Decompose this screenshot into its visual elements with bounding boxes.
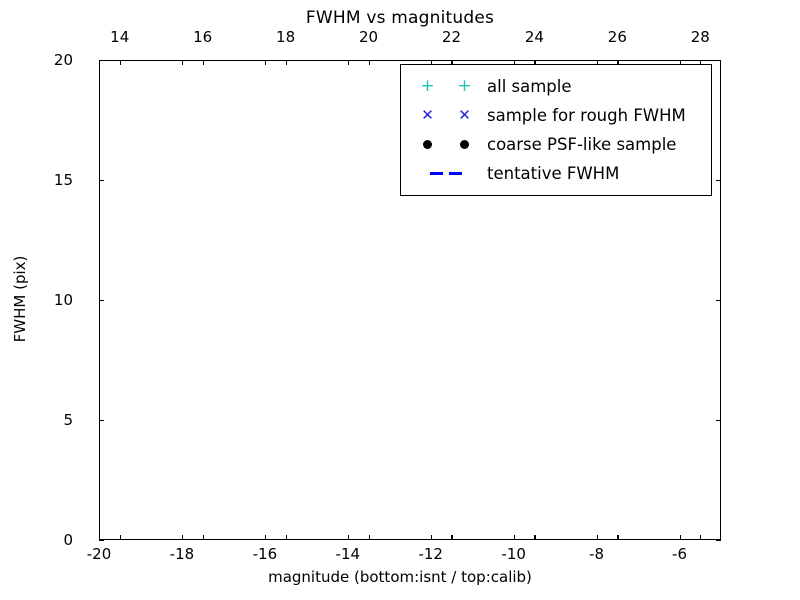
- axis-tick: [617, 60, 619, 65]
- x-tick-label-top: 22: [441, 28, 461, 46]
- legend-label-all-sample: all sample: [487, 77, 572, 96]
- x-tick-label-bottom: -12: [418, 545, 443, 563]
- axis-tick: [347, 535, 349, 540]
- axis-tick: [679, 60, 681, 65]
- legend-label-psf-like: coarse PSF-like sample: [487, 135, 677, 154]
- axis-tick: [716, 540, 721, 542]
- axis-tick: [513, 60, 515, 65]
- axis-tick: [285, 60, 287, 65]
- axis-tick: [99, 180, 104, 182]
- y-tick-label: 15: [53, 171, 73, 189]
- axis-tick: [347, 60, 349, 65]
- axis-tick: [716, 180, 721, 182]
- x-axis-label: magnitude (bottom:isnt / top:calib): [268, 568, 532, 586]
- axis-tick: [430, 60, 432, 65]
- legend-entry-rough-fwhm: ✕ ✕ sample for rough FWHM: [409, 101, 699, 130]
- axis-tick: [181, 60, 184, 65]
- y-tick-label: 0: [63, 531, 73, 549]
- x-tick-label-top: 28: [690, 28, 710, 46]
- x-tick-label-bottom: -16: [252, 545, 278, 563]
- legend-marker-plus-icon: + +: [420, 76, 472, 96]
- axis-tick: [716, 300, 721, 302]
- axis-tick: [534, 60, 536, 65]
- axis-tick: [99, 60, 101, 65]
- legend-label-tentative-fwhm: tentative FWHM: [487, 164, 620, 183]
- x-tick-label-top: 18: [276, 28, 296, 46]
- axis-tick: [534, 535, 536, 540]
- axis-tick: [700, 535, 702, 540]
- axis-tick: [451, 535, 453, 540]
- axis-tick: [368, 535, 370, 540]
- axis-tick: [451, 60, 453, 65]
- legend-label-rough-fwhm: sample for rough FWHM: [487, 106, 686, 125]
- axis-tick: [99, 540, 104, 542]
- axis-tick: [716, 420, 721, 422]
- axis-tick: [202, 60, 204, 65]
- x-tick-label-bottom: -20: [86, 545, 112, 563]
- axis-tick: [617, 535, 619, 540]
- x-tick-label-top: 16: [193, 28, 213, 46]
- axis-tick: [181, 535, 184, 540]
- legend-marker-dashed-line-icon: [409, 172, 483, 175]
- chart-legend: + + all sample ✕ ✕ sample for rough FWHM c…: [400, 64, 712, 196]
- x-tick-label-top: 24: [524, 28, 544, 46]
- legend-marker-cross-icon: ✕ ✕: [421, 106, 471, 124]
- y-tick-label: 20: [53, 51, 73, 69]
- axis-tick: [119, 535, 121, 540]
- legend-entry-all-sample: + + all sample: [409, 72, 699, 101]
- x-tick-label-bottom: -14: [335, 545, 361, 563]
- axis-tick: [285, 535, 287, 540]
- axis-tick: [99, 420, 104, 422]
- legend-entry-tentative-fwhm: tentative FWHM: [409, 159, 699, 188]
- axis-tick: [264, 60, 267, 65]
- legend-marker-dot-icon: [409, 140, 483, 149]
- axis-tick: [430, 535, 432, 540]
- axis-tick: [264, 535, 267, 540]
- axis-tick: [716, 60, 721, 62]
- y-tick-label: 10: [53, 291, 73, 309]
- y-axis-label: FWHM (pix): [11, 255, 29, 343]
- axis-tick: [368, 60, 370, 65]
- x-tick-label-top: 14: [110, 28, 130, 46]
- axis-tick: [119, 60, 121, 65]
- axis-tick: [700, 60, 702, 65]
- axis-tick: [513, 535, 515, 540]
- axis-tick: [679, 535, 681, 540]
- legend-entry-psf-like: coarse PSF-like sample: [409, 130, 699, 159]
- x-tick-label-top: 20: [358, 28, 379, 46]
- x-tick-label-top: 26: [607, 28, 627, 46]
- x-tick-label-bottom: -8: [589, 545, 605, 563]
- x-tick-label-bottom: -6: [672, 545, 688, 563]
- axis-tick: [99, 60, 104, 62]
- axis-tick: [99, 535, 101, 540]
- chart-title: FWHM vs magnitudes: [305, 8, 495, 28]
- y-tick-label: 5: [63, 411, 73, 429]
- axis-tick: [596, 535, 598, 540]
- axis-tick: [99, 300, 104, 302]
- x-tick-label-bottom: -10: [501, 545, 526, 563]
- axis-tick: [596, 60, 598, 65]
- axis-tick: [202, 535, 204, 540]
- x-tick-label-bottom: -18: [169, 545, 195, 563]
